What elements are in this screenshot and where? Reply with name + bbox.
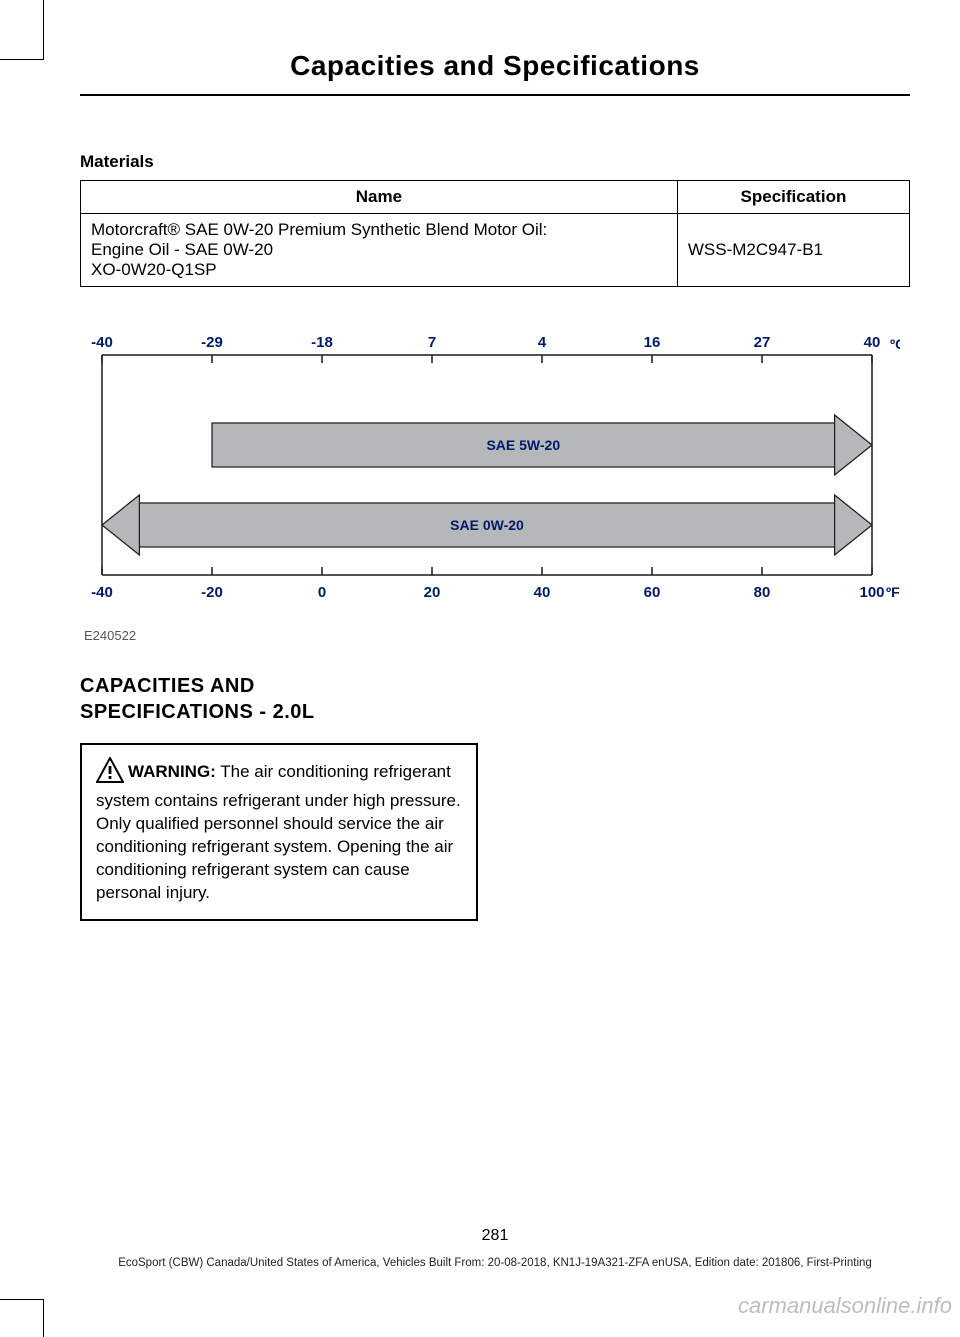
col-spec: Specification <box>677 181 909 214</box>
page-title: Capacities and Specifications <box>80 50 910 96</box>
warning-icon <box>96 757 124 790</box>
subheading-line: CAPACITIES AND <box>80 673 910 699</box>
section-subheading: CAPACITIES AND SPECIFICATIONS - 2.0L <box>80 673 910 725</box>
materials-table: Name Specification Motorcraft® SAE 0W-20… <box>80 180 910 287</box>
crop-mark-bottom-left <box>0 1299 44 1337</box>
warning-label: WARNING: <box>128 762 216 781</box>
svg-text:16: 16 <box>644 334 661 351</box>
svg-text:40: 40 <box>534 584 551 601</box>
svg-text:-20: -20 <box>201 584 223 601</box>
svg-text:60: 60 <box>644 584 661 601</box>
table-header-row: Name Specification <box>81 181 910 214</box>
materials-heading: Materials <box>80 152 910 172</box>
cell-name: Motorcraft® SAE 0W-20 Premium Synthetic … <box>81 214 678 287</box>
footer-text: EcoSport (CBW) Canada/United States of A… <box>80 1257 910 1269</box>
svg-text:7: 7 <box>428 334 436 351</box>
oil-viscosity-chart: -40 -29 -18 7 4 16 27 40 ºC -40 -20 0 20 40 60 80 100ºF S… <box>80 329 910 643</box>
svg-text:ºF: ºF <box>886 584 900 600</box>
svg-text:27: 27 <box>754 334 771 351</box>
name-line: XO-0W20-Q1SP <box>91 260 667 280</box>
col-name: Name <box>81 181 678 214</box>
svg-text:-40: -40 <box>91 584 113 601</box>
page-number: 281 <box>80 1227 910 1245</box>
chart-svg: -40 -29 -18 7 4 16 27 40 ºC -40 -20 0 20 40 60 80 100ºF S… <box>80 329 900 619</box>
svg-text:80: 80 <box>754 584 771 601</box>
warning-box: WARNING: The air conditioning refrigeran… <box>80 743 478 921</box>
watermark: carmanualsonline.info <box>738 1293 952 1319</box>
name-line: Motorcraft® SAE 0W-20 Premium Synthetic … <box>91 220 667 240</box>
warning-text: The air conditioning refrigerant system … <box>96 762 461 902</box>
table-row: Motorcraft® SAE 0W-20 Premium Synthetic … <box>81 214 910 287</box>
page-content: Capacities and Specifications Materials … <box>80 50 910 1287</box>
svg-text:-29: -29 <box>201 334 223 351</box>
svg-text:40: 40 <box>864 334 881 351</box>
svg-text:SAE 5W-20: SAE 5W-20 <box>486 437 560 453</box>
cell-spec: WSS-M2C947-B1 <box>677 214 909 287</box>
svg-text:100: 100 <box>859 584 884 601</box>
svg-text:SAE 0W-20: SAE 0W-20 <box>450 517 524 533</box>
crop-mark-top-left <box>0 0 44 60</box>
svg-text:4: 4 <box>538 334 547 351</box>
svg-text:0: 0 <box>318 584 326 601</box>
svg-text:-18: -18 <box>311 334 333 351</box>
svg-text:-40: -40 <box>91 334 113 351</box>
svg-text:ºC: ºC <box>890 336 900 352</box>
svg-text:20: 20 <box>424 584 441 601</box>
name-line: Engine Oil - SAE 0W-20 <box>91 240 667 260</box>
chart-id: E240522 <box>84 628 910 643</box>
subheading-line: SPECIFICATIONS - 2.0L <box>80 699 910 725</box>
